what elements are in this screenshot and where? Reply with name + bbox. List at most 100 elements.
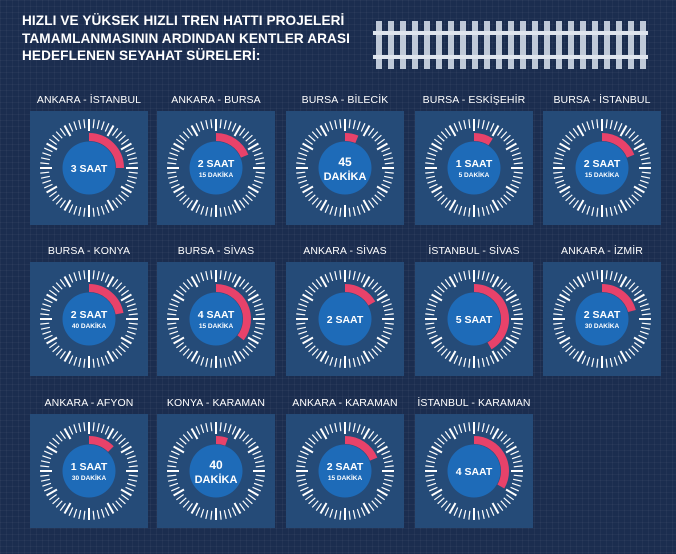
dial-tick xyxy=(376,185,388,194)
dial-tick xyxy=(384,157,394,161)
rail-tie xyxy=(460,21,466,69)
dial-tick xyxy=(245,194,253,202)
dial-tick xyxy=(505,445,517,454)
dial-tick xyxy=(299,147,309,153)
dial-tick xyxy=(437,345,445,353)
dial-tick xyxy=(63,199,72,211)
dial-tick xyxy=(255,308,265,312)
dial-tick xyxy=(311,197,319,205)
dial-tick xyxy=(503,437,511,445)
dial-tick xyxy=(576,276,585,288)
dial-tick xyxy=(381,486,391,492)
dial-tick xyxy=(298,330,308,335)
dial-tick xyxy=(298,482,308,487)
gauge-panel: 4 SAAT 15 DAKİKA xyxy=(157,262,275,376)
dial-tick xyxy=(248,342,256,349)
route-card: ANKARA - AFYON 1 SAAT 30 DAKİKA xyxy=(30,392,148,528)
dial-tick xyxy=(96,422,100,432)
time-arc xyxy=(88,436,114,453)
dial-tick xyxy=(555,330,565,335)
dial-tick xyxy=(46,142,58,151)
gauge-panel: 45 DAKİKA xyxy=(286,111,404,225)
dial-tick xyxy=(83,207,86,217)
dial-tick xyxy=(43,183,53,189)
dial-tick xyxy=(497,128,504,136)
dial-tick xyxy=(568,348,576,356)
dial-tick xyxy=(126,330,136,335)
dial-tick xyxy=(219,270,222,280)
dial-tick xyxy=(477,207,480,217)
dial-tick xyxy=(52,285,60,293)
dial-center xyxy=(62,141,116,195)
dial-tick xyxy=(255,322,265,325)
dial-tick xyxy=(481,422,485,432)
dial-tick xyxy=(425,157,435,161)
dial-tick xyxy=(298,179,308,184)
dial-tick xyxy=(205,510,209,520)
dial-tick xyxy=(223,207,227,217)
time-arc xyxy=(601,133,635,158)
rail-tie xyxy=(520,21,526,69)
dial-tick xyxy=(374,134,382,142)
dial-tick xyxy=(506,441,514,448)
dial-tick xyxy=(434,289,442,296)
dial-tick xyxy=(46,293,58,302)
dial-tick xyxy=(425,322,435,325)
route-label: İSTANBUL - KARAMAN xyxy=(417,397,531,409)
dial-tick xyxy=(40,313,50,316)
dial-tick xyxy=(440,348,448,356)
dial-tick xyxy=(352,207,356,217)
dial-tick xyxy=(205,422,209,432)
dial-tick xyxy=(382,152,392,157)
dial-tick xyxy=(248,138,256,145)
time-arc xyxy=(473,132,493,146)
dial-tick xyxy=(227,424,232,434)
dial-tick xyxy=(231,355,237,365)
dial-tick xyxy=(633,336,645,345)
dial-tick xyxy=(634,191,642,198)
dial-tick xyxy=(299,334,309,340)
dial-tick xyxy=(118,437,126,445)
gauge-panel: 4 SAAT xyxy=(415,414,533,528)
dial-tick xyxy=(112,503,119,511)
dial-tick xyxy=(200,272,205,282)
dial-tick xyxy=(296,478,306,482)
dial-tick xyxy=(362,199,371,211)
dial-tick xyxy=(513,175,523,179)
dial-tick xyxy=(40,478,50,482)
dial-tick xyxy=(298,455,308,460)
dial-tick xyxy=(40,157,50,161)
dial-tick xyxy=(427,303,437,308)
dial-tick xyxy=(242,282,250,290)
dial-tick xyxy=(223,422,227,432)
dial-tick xyxy=(376,336,388,345)
dial-tick xyxy=(559,142,571,151)
dial-tick xyxy=(511,482,521,487)
dial-tick xyxy=(581,204,587,214)
dial-tick xyxy=(63,502,72,514)
dial-tick xyxy=(298,303,308,308)
dial-tick xyxy=(239,503,246,511)
dial-tick xyxy=(247,185,259,194)
dial-tick xyxy=(371,434,379,442)
dial-tick xyxy=(440,197,448,205)
dial-tick xyxy=(555,303,565,308)
dial-tick xyxy=(382,303,392,308)
dial-tick xyxy=(360,507,366,517)
dial-tick xyxy=(384,322,394,325)
time-sub: 15 DAKİKA xyxy=(328,474,363,482)
dial-tick xyxy=(506,191,514,198)
dial-tick xyxy=(118,497,126,505)
dial-tick xyxy=(513,313,523,316)
dial-tick xyxy=(371,500,379,508)
dial-tick xyxy=(176,138,184,145)
dial-tick xyxy=(96,358,100,368)
dial-tick xyxy=(453,204,459,214)
dial-tick xyxy=(382,179,392,184)
dial-tick xyxy=(169,303,179,308)
dial-tick xyxy=(106,199,115,211)
dial-tick xyxy=(510,334,520,340)
dial-tick xyxy=(118,345,126,353)
dial-tick xyxy=(78,358,82,368)
gauge-panel: 2 SAAT 30 DAKİKA xyxy=(543,262,661,376)
